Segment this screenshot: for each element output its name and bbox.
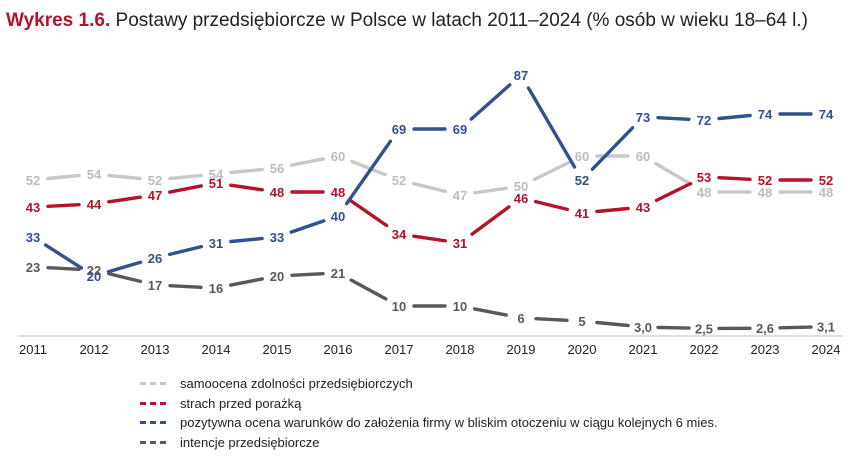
data-label: 74 [758, 107, 773, 122]
data-label: 52 [819, 173, 833, 188]
data-label: 2,6 [756, 321, 774, 336]
x-tick-label: 2022 [690, 342, 719, 357]
data-label: 47 [453, 188, 467, 203]
legend-label: strach przed porażką [180, 395, 302, 411]
data-label: 48 [758, 185, 772, 200]
data-label: 53 [697, 170, 711, 185]
data-label: 52 [148, 173, 162, 188]
data-label: 60 [636, 149, 650, 164]
data-label: 50 [514, 179, 528, 194]
chart-title-prefix: Wykres 1.6. [6, 10, 111, 31]
x-tick-label: 2021 [629, 342, 658, 357]
legend-swatch [140, 440, 166, 444]
data-label: 47 [148, 188, 162, 203]
x-tick-label: 2019 [507, 342, 536, 357]
data-label: 6 [517, 311, 524, 326]
data-label: 51 [209, 176, 223, 191]
data-label: 44 [87, 197, 102, 212]
data-label: 33 [26, 230, 40, 245]
legend-item: strach przed porażką [140, 394, 718, 414]
data-label: 43 [636, 200, 650, 215]
data-label: 46 [514, 191, 528, 206]
data-label: 21 [331, 266, 345, 281]
x-tick-label: 2013 [141, 342, 170, 357]
data-label: 52 [392, 173, 406, 188]
data-label: 41 [575, 206, 589, 221]
legend-item: intencje przedsiębiorcze [140, 433, 718, 453]
chart-title-text: Postawy przedsiębiorcze w Polsce w latac… [115, 10, 808, 31]
x-tick-label: 2014 [202, 342, 231, 357]
legend-swatch [140, 382, 166, 386]
data-label: 2,5 [695, 322, 713, 337]
data-label: 69 [453, 122, 467, 137]
data-label: 54 [209, 167, 224, 182]
legend-item: pozytywna ocena warunków do założenia fi… [140, 413, 718, 433]
data-label: 3,1 [817, 320, 835, 335]
data-label: 3,0 [634, 320, 652, 335]
line-chart: 2011 2012 2013 2014 2015 2016 2017 2018 2019 2020… [18, 68, 843, 357]
data-label: 17 [148, 278, 162, 293]
data-label: 10 [392, 299, 406, 314]
chart-title: Wykres 1.6. Postawy przedsiębiorcze w Po… [6, 10, 808, 32]
data-label: 52 [758, 173, 772, 188]
legend-item: samoocena zdolności przedsiębiorczych [140, 374, 718, 394]
data-label: 34 [392, 227, 407, 242]
data-label: 60 [575, 149, 589, 164]
series-line-0 [46, 154, 813, 195]
data-label: 48 [819, 185, 833, 200]
data-label: 23 [26, 260, 40, 275]
data-label: 26 [148, 251, 162, 266]
legend-swatch [140, 421, 166, 425]
data-label: 10 [453, 299, 467, 314]
legend-label: pozytywna ocena warunków do założenia fi… [180, 415, 718, 431]
data-label: 31 [453, 236, 467, 251]
x-tick-label: 2012 [80, 342, 109, 357]
x-tick-label: 2016 [324, 342, 353, 357]
x-tick-label: 2023 [751, 342, 780, 357]
data-label: 48 [270, 185, 284, 200]
series-line-1 [46, 176, 813, 243]
series-line-2 [43, 83, 813, 274]
x-tick-label: 2017 [385, 342, 414, 357]
data-label: 40 [331, 209, 345, 224]
data-label: 43 [26, 200, 40, 215]
data-label: 73 [636, 110, 650, 125]
data-label: 20 [87, 269, 101, 284]
legend-swatch [140, 401, 166, 405]
x-tick-label: 2011 [19, 342, 47, 357]
data-label: 56 [270, 161, 284, 176]
data-label: 74 [819, 107, 834, 122]
data-label: 48 [697, 185, 711, 200]
data-label: 16 [209, 281, 223, 296]
data-label: 52 [575, 173, 589, 188]
legend-label: intencje przedsiębiorcze [180, 434, 320, 450]
data-label: 22 [87, 263, 101, 278]
data-label: 69 [392, 122, 406, 137]
data-label: 52 [26, 173, 40, 188]
data-label: 72 [697, 113, 711, 128]
data-label: 5 [578, 314, 585, 329]
series-line-3 [46, 266, 813, 331]
data-label: 54 [87, 167, 102, 182]
x-tick-label: 2020 [568, 342, 597, 357]
data-label: 20 [270, 269, 284, 284]
data-label: 48 [331, 185, 345, 200]
x-tick-label: 2018 [446, 342, 475, 357]
chart-legend: samoocena zdolności przedsiębiorczych str… [140, 374, 718, 452]
x-tick-label: 2024 [812, 342, 841, 357]
data-label: 60 [331, 149, 345, 164]
data-label: 33 [270, 230, 284, 245]
x-tick-label: 2015 [263, 342, 292, 357]
legend-label: samoocena zdolności przedsiębiorczych [180, 376, 413, 392]
data-label: 31 [209, 236, 223, 251]
data-label: 87 [514, 68, 528, 83]
